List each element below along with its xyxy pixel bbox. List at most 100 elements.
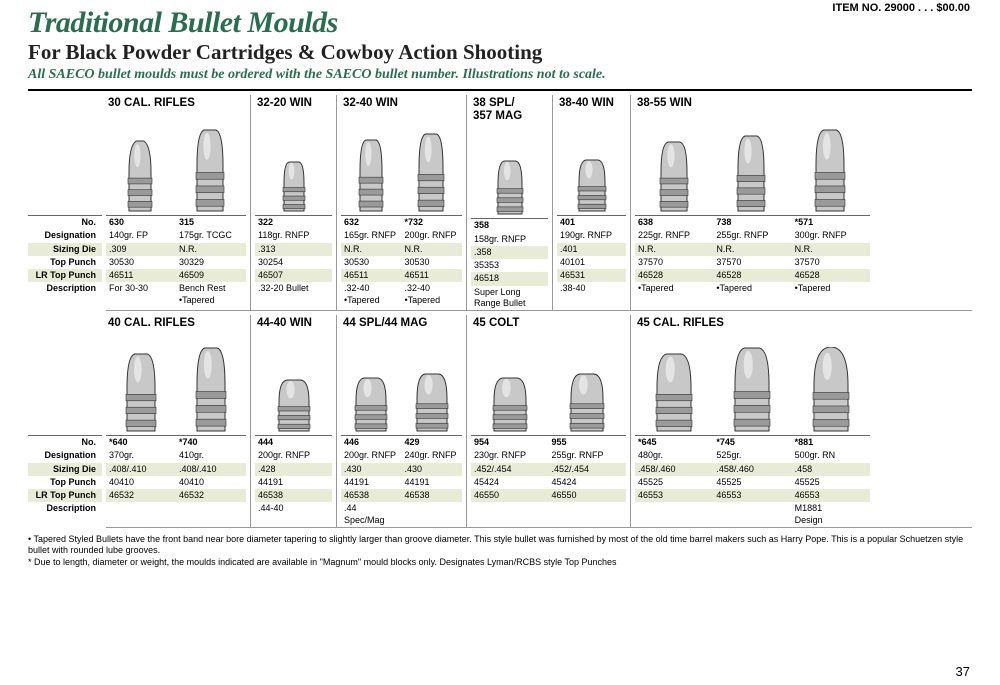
caliber-block: 45 COLT954955230gr. RNFP255gr. RNFP.452/… (466, 315, 630, 527)
spec-cell (402, 502, 463, 527)
spec-cell: 30329 (176, 256, 246, 269)
spec-cell: 46553 (792, 489, 870, 502)
spec-cell: 175gr. TCGC (176, 229, 246, 242)
row-label: LR Top Punch (28, 489, 102, 502)
caliber-block: 38-55 WIN638738*571225gr. RNFP255gr. RNF… (630, 95, 874, 310)
spec-cell: 225gr. RNFP (635, 229, 713, 242)
spec-cell: 444 (255, 436, 332, 450)
spec-cell: N.R. (713, 243, 791, 256)
spec-cell: 429 (402, 436, 463, 450)
spec-cell: 638 (635, 216, 713, 230)
spec-cell: 45525 (713, 476, 791, 489)
spec-cell: 632 (341, 216, 402, 230)
footnotes: • Tapered Styled Bullets have the front … (28, 534, 972, 569)
caliber-block: 32-40 WIN632*732165gr. RNFP200gr. RNFPN.… (336, 95, 466, 310)
spec-cell: Bench Rest •Tapered (176, 282, 246, 307)
spec-cell: 200gr. RNFP (255, 449, 332, 462)
row-label: No. (28, 436, 102, 450)
spec-cell: 46553 (635, 489, 713, 502)
spec-cell: 40101 (557, 256, 626, 269)
spec-cell: 255gr. RNFP (713, 229, 791, 242)
bullet-icon (195, 127, 225, 213)
spec-cell: 46511 (106, 269, 176, 282)
caliber-heading: 45 CAL. RIFLES (635, 315, 870, 343)
caliber-block: 44-40 WIN444200gr. RNFP.4284419146538.44… (250, 315, 336, 527)
caliber-heading: 30 CAL. RIFLES (106, 95, 246, 123)
bullet-icon (277, 377, 311, 433)
caliber-block: 30 CAL. RIFLES630315140gr. FP175gr. TCGC… (106, 95, 250, 310)
spec-cell: 45525 (792, 476, 870, 489)
bullet-icon (354, 375, 388, 433)
spec-cell: 165gr. RNFP (341, 229, 402, 242)
caliber-heading: 32-20 WIN (255, 95, 332, 123)
caliber-block: 38 SPL/ 357 MAG358158gr. RNFP.3583535346… (466, 95, 552, 310)
spec-cell: 30530 (402, 256, 463, 269)
spec-cell: .401 (557, 243, 626, 256)
spec-cell: 46532 (176, 489, 246, 502)
caliber-block: 38-40 WIN401190gr. RNFP.4014010146531.38… (552, 95, 630, 310)
spec-cell: 46509 (176, 269, 246, 282)
page-title: Traditional Bullet Moulds (28, 8, 972, 38)
spec-cell: •Tapered (635, 282, 713, 295)
spec-cell: 525gr. (713, 449, 791, 462)
spec-cell: 45525 (635, 476, 713, 489)
caliber-heading: 38-55 WIN (635, 95, 870, 123)
spec-cell: •Tapered (792, 282, 870, 295)
spec-cell: 46550 (549, 489, 627, 502)
item-number-line: ITEM NO. 29000 . . . $00.00 (832, 2, 970, 14)
spec-cell: 255gr. RNFP (549, 449, 627, 462)
section: xNo.DesignationSizing DieTop PunchLR Top… (28, 315, 972, 528)
row-label: No. (28, 216, 102, 230)
spec-cell: For 30-30 (106, 282, 176, 307)
spec-cell: .452/.454 (549, 463, 627, 476)
spec-cell: 200gr. RNFP (402, 229, 463, 242)
spec-cell: 46550 (471, 489, 549, 502)
page-note: All SAECO bullet moulds must be ordered … (28, 67, 972, 83)
spec-cell: 46518 (471, 272, 548, 285)
caliber-block: 40 CAL. RIFLES*640*740370gr.410gr..408/.… (106, 315, 250, 527)
caliber-block: 32-20 WIN322118gr. RNFP.3133025446507.32… (250, 95, 336, 310)
spec-cell: .458 (792, 463, 870, 476)
spec-cell: 46538 (341, 489, 402, 502)
row-label: Sizing Die (28, 463, 102, 476)
spec-cell: 230gr. RNFP (471, 449, 549, 462)
spec-cell: 46528 (792, 269, 870, 282)
caliber-heading: 44-40 WIN (255, 315, 332, 343)
spec-cell: .313 (255, 243, 332, 256)
spec-cell: 40410 (106, 476, 176, 489)
spec-cell: 44191 (341, 476, 402, 489)
bullet-icon (569, 371, 605, 433)
section: xNo.DesignationSizing DieTop PunchLR Top… (28, 95, 972, 311)
spec-cell: 30530 (341, 256, 402, 269)
bullet-icon (659, 139, 689, 213)
spec-cell: 140gr. FP (106, 229, 176, 242)
spec-cell: 37570 (635, 256, 713, 269)
caliber-heading: 40 CAL. RIFLES (106, 315, 246, 343)
spec-cell: *745 (713, 436, 791, 450)
spec-cell: .44-40 (255, 502, 332, 515)
spec-cell: .32-20 Bullet (255, 282, 332, 295)
bullet-icon (733, 345, 771, 433)
spec-cell: 46528 (713, 269, 791, 282)
row-label: Description (28, 502, 102, 515)
row-label: Sizing Die (28, 243, 102, 256)
spec-cell: *732 (402, 216, 463, 230)
bullet-icon (195, 345, 227, 433)
spec-cell: 37570 (713, 256, 791, 269)
spec-cell: 300gr. RNFP (792, 229, 870, 242)
bullet-icon (736, 133, 766, 213)
caliber-heading: 44 SPL/44 MAG (341, 315, 462, 343)
bullet-icon (814, 127, 846, 213)
spec-cell: *740 (176, 436, 246, 450)
spec-cell: 322 (255, 216, 332, 230)
spec-cell: .458/.460 (635, 463, 713, 476)
spec-cell: 30530 (106, 256, 176, 269)
spec-cell: 446 (341, 436, 402, 450)
row-label: Designation (28, 449, 102, 462)
spec-cell: 46553 (713, 489, 791, 502)
row-label: Top Punch (28, 476, 102, 489)
spec-cell: 40410 (176, 476, 246, 489)
spec-cell: 370gr. (106, 449, 176, 462)
footnote-line: • Tapered Styled Bullets have the front … (28, 534, 972, 557)
footnote-line: * Due to length, diameter or weight, the… (28, 557, 617, 569)
